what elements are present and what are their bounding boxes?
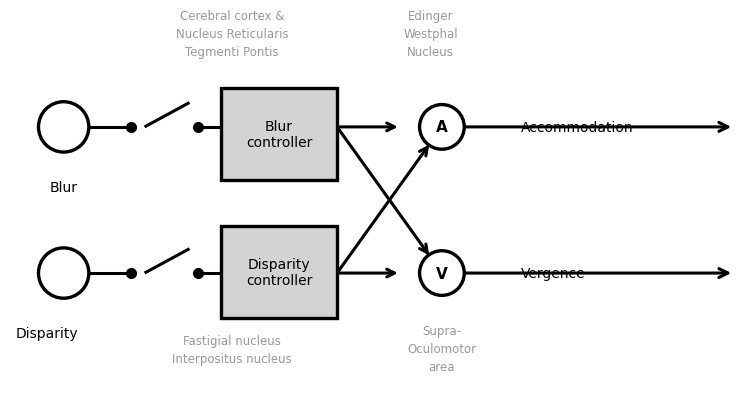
Text: Cerebral cortex &
Nucleus Reticularis
Tegmenti Pontis: Cerebral cortex & Nucleus Reticularis Te… (176, 10, 288, 59)
Text: Disparity
controller: Disparity controller (246, 257, 312, 288)
Circle shape (38, 102, 89, 153)
Circle shape (419, 251, 464, 296)
Text: A: A (436, 120, 448, 135)
Circle shape (419, 105, 464, 150)
Text: Vergence: Vergence (521, 266, 585, 280)
Text: Blur: Blur (49, 180, 78, 194)
Text: V: V (436, 266, 448, 281)
Text: Fastigial nucleus
Interpositus nucleus: Fastigial nucleus Interpositus nucleus (172, 334, 292, 365)
Bar (221, 227, 337, 318)
Text: Accommodation: Accommodation (521, 121, 633, 134)
Text: Edinger
Westphal
Nucleus: Edinger Westphal Nucleus (404, 10, 458, 59)
Text: Supra-
Oculomotor
area: Supra- Oculomotor area (407, 324, 476, 373)
Bar (221, 89, 337, 180)
Text: Disparity: Disparity (15, 326, 78, 340)
Circle shape (38, 248, 89, 298)
Text: Blur
controller: Blur controller (246, 119, 312, 150)
